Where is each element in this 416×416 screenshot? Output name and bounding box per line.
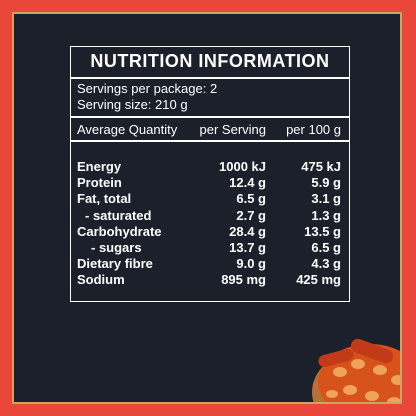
per-100g: 6.5 g: [311, 240, 341, 255]
nutrient-name: Protein: [77, 175, 122, 191]
label-background: NUTRITION INFORMATION Servings per packa…: [12, 12, 402, 404]
nutrient-name: Carbohydrate: [77, 223, 162, 239]
rule: [71, 140, 349, 142]
rule: [71, 116, 349, 118]
rule: [71, 77, 349, 79]
per-serving: 1000 kJ: [219, 159, 266, 174]
nutrient-name: - sugars: [91, 240, 142, 255]
per-serving: 6.5 g: [236, 191, 266, 207]
serving-size: Serving size: 210 g: [77, 97, 188, 112]
per-serving: 2.7 g: [236, 207, 266, 223]
per-100g: 1.3 g: [311, 207, 341, 223]
per-serving: 9.0 g: [236, 256, 266, 272]
food-photo: [312, 338, 400, 402]
per-serving: 895 mg: [221, 272, 266, 288]
nutrient-name: Fat, total: [77, 191, 132, 207]
servings-per-package: Servings per package: 2: [77, 81, 218, 96]
sausage: [350, 338, 394, 364]
nutrition-panel: NUTRITION INFORMATION Servings per packa…: [70, 46, 350, 302]
nutrient-name: Sodium: [77, 272, 125, 288]
per-100g: 425 mg: [296, 272, 341, 288]
column-header: per Serving: [199, 122, 266, 137]
per-serving: 28.4 g: [229, 223, 266, 239]
per-100g: 5.9 g: [311, 175, 341, 191]
nutrient-name: Dietary fibre: [77, 256, 153, 272]
per-100g: 4.3 g: [311, 256, 341, 272]
title: NUTRITION INFORMATION: [90, 51, 330, 71]
bean-highlights: [326, 359, 400, 402]
column-header: per 100 g: [286, 122, 341, 137]
sausage: [318, 348, 354, 368]
per-serving: 12.4 g: [229, 175, 266, 191]
column-header: Average Quantity: [77, 122, 178, 137]
per-100g: 475 kJ: [301, 159, 341, 174]
per-100g: 3.1 g: [311, 191, 341, 207]
per-serving: 13.7 g: [229, 240, 266, 255]
nutrient-name: - saturated: [85, 207, 152, 223]
nutrient-name: Energy: [77, 159, 122, 174]
per-100g: 13.5 g: [304, 223, 341, 239]
